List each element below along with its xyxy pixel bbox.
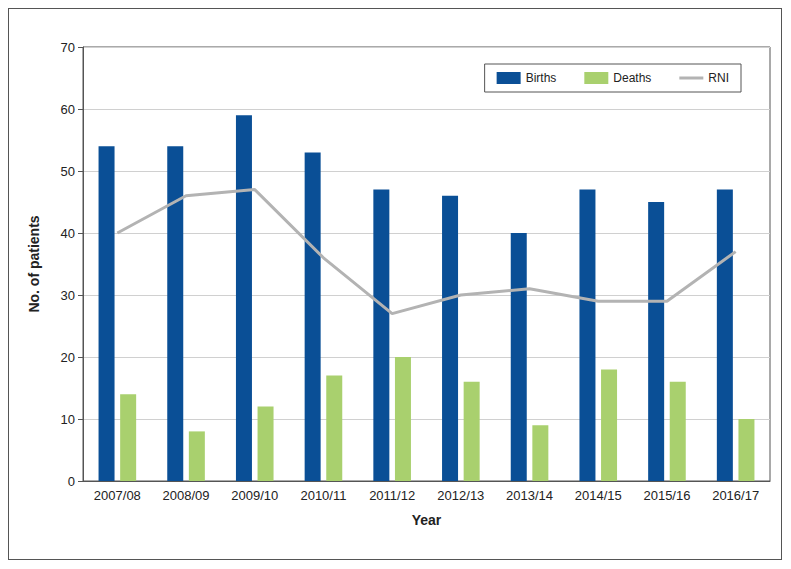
svg-text:2014/15: 2014/15 [575,488,622,503]
svg-text:No. of patients: No. of patients [26,215,42,312]
svg-text:10: 10 [61,412,75,427]
svg-text:2008/09: 2008/09 [163,488,210,503]
svg-text:20: 20 [61,350,75,365]
svg-text:2011/12: 2011/12 [369,488,415,503]
svg-text:70: 70 [61,40,75,55]
svg-text:Deaths: Deaths [613,71,651,85]
svg-text:40: 40 [61,226,75,241]
svg-text:2009/10: 2009/10 [231,488,278,503]
svg-text:2007/08: 2007/08 [94,488,141,503]
svg-text:Births: Births [526,71,557,85]
svg-text:50: 50 [61,164,75,179]
svg-text:RNI: RNI [708,71,729,85]
svg-text:30: 30 [61,288,75,303]
svg-text:60: 60 [61,102,75,117]
svg-text:2010/11: 2010/11 [300,488,346,503]
svg-text:2012/13: 2012/13 [437,488,484,503]
svg-text:Year: Year [412,512,442,528]
svg-text:2015/16: 2015/16 [643,488,690,503]
svg-text:2013/14: 2013/14 [506,488,553,503]
svg-text:0: 0 [68,474,75,489]
svg-text:2016/17: 2016/17 [712,488,759,503]
